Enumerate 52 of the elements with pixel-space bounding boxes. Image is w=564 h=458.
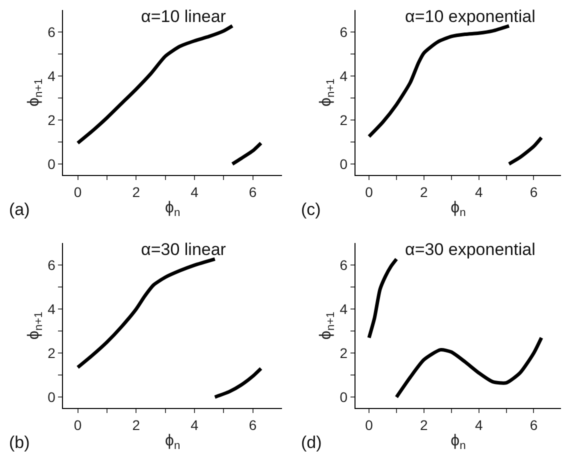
- y-tick-label: 4: [48, 301, 56, 318]
- y-tick-label: 0: [48, 388, 56, 405]
- y-tick-label: 4: [340, 68, 348, 84]
- y-tick-label: 6: [48, 257, 56, 274]
- x-tick-label: 4: [474, 184, 483, 200]
- chart-title: α=10 linear: [141, 7, 226, 26]
- x-tick-label: 2: [132, 184, 140, 200]
- chart-title: α=30 linear: [141, 240, 226, 259]
- text: (a): [9, 200, 30, 219]
- x-tick-label: 0: [365, 416, 374, 433]
- y-tick-label: 6: [48, 24, 56, 40]
- line-series: [367, 24, 511, 138]
- line-series: [76, 257, 217, 370]
- y-tick-label: 4: [48, 68, 56, 84]
- text: (d): [301, 433, 322, 452]
- line-series: [76, 24, 234, 145]
- text: (b): [9, 433, 30, 452]
- x-tick-label: 6: [530, 416, 538, 433]
- y-tick-label: 0: [340, 388, 348, 405]
- y-tick-label: 6: [340, 24, 348, 40]
- text: (c): [301, 200, 321, 219]
- x-tick-label: 4: [190, 416, 199, 433]
- y-tick-label: 6: [340, 257, 348, 274]
- x-tick-label: 0: [74, 184, 82, 200]
- x-axis-title: ϕ$_{n}$: [450, 432, 466, 452]
- x-tick-label: 0: [74, 416, 82, 433]
- x-tick-label: 0: [365, 184, 374, 200]
- x-tick-label: 6: [248, 184, 257, 200]
- y-tick-label: 2: [48, 112, 56, 128]
- line-series: [367, 257, 398, 340]
- x-axis-title: ϕ$_{n}$: [450, 199, 466, 219]
- chart-title: α=30 exponential: [405, 240, 536, 259]
- line-series: [213, 366, 263, 399]
- y-tick-label: 2: [48, 345, 56, 362]
- x-tick-label: 4: [474, 416, 483, 433]
- x-tick-label: 2: [420, 184, 428, 200]
- y-tick-label: 2: [340, 112, 348, 128]
- x-tick-label: 2: [420, 416, 428, 433]
- y-tick-label: 0: [340, 156, 348, 172]
- x-tick-label: 6: [248, 416, 257, 433]
- y-tick-label: 4: [340, 301, 348, 318]
- line-series: [230, 141, 263, 166]
- line-series: [507, 136, 544, 166]
- y-tick-label: 2: [340, 345, 348, 362]
- x-axis-title: ϕ$_{n}$: [164, 432, 180, 452]
- chart-title: α=10 exponential: [405, 7, 536, 26]
- x-tick-label: 2: [132, 416, 140, 433]
- x-axis-title: ϕ$_{n}$: [164, 199, 180, 219]
- line-series: [394, 336, 544, 399]
- x-tick-label: 6: [530, 184, 538, 200]
- x-tick-label: 4: [190, 184, 199, 200]
- y-tick-label: 0: [48, 156, 56, 172]
